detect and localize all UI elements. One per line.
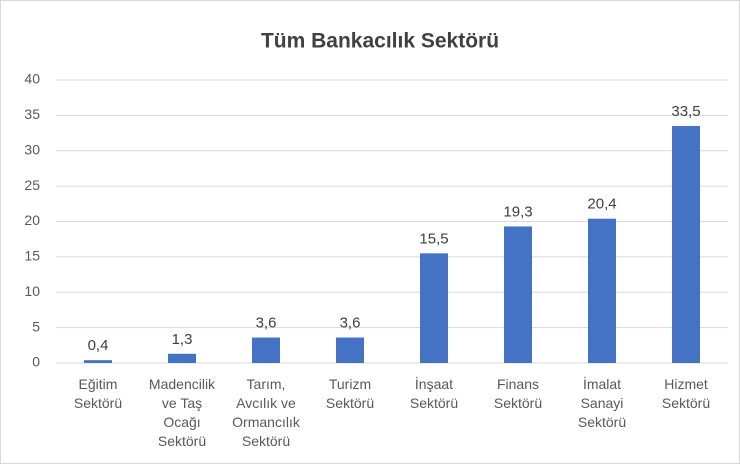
x-tick-label: Madencilik ve Taş Ocağı Sektörü xyxy=(149,376,216,449)
x-tick-label: Eğitim Sektörü xyxy=(74,376,122,411)
x-tick-label: İnşaat Sektörü xyxy=(410,375,458,411)
bar xyxy=(420,253,448,363)
bar xyxy=(252,337,280,363)
y-tick-label: 30 xyxy=(24,141,40,157)
y-tick-label: 40 xyxy=(24,71,40,87)
bar xyxy=(504,226,532,363)
y-tick-label: 10 xyxy=(24,283,40,299)
y-tick-label: 20 xyxy=(24,212,40,228)
y-tick-label: 15 xyxy=(24,248,40,264)
data-label: 3,6 xyxy=(256,314,277,331)
chart-title: Tüm Bankacılık Sektörü xyxy=(261,30,499,53)
data-label: 0,4 xyxy=(88,337,109,354)
data-label: 3,6 xyxy=(340,314,361,331)
data-label: 20,4 xyxy=(587,196,616,213)
bar xyxy=(336,337,364,363)
data-label: 19,3 xyxy=(503,203,532,220)
bar xyxy=(168,353,196,363)
x-tick-label: Finans Sektörü xyxy=(494,376,542,411)
x-tick-label: Hizmet Sektörü xyxy=(662,376,710,411)
x-tick-label: Turizm Sektörü xyxy=(326,376,374,411)
x-tick-label: İmalat Sanayi Sektörü xyxy=(578,375,626,430)
data-label: 33,5 xyxy=(671,103,700,120)
x-tick-label: Tarım, Avcılık ve Ormancılık Sektörü xyxy=(232,376,301,449)
data-label: 1,3 xyxy=(172,331,193,348)
y-tick-label: 0 xyxy=(32,354,40,370)
y-tick-label: 25 xyxy=(24,177,40,193)
y-tick-label: 5 xyxy=(32,318,40,334)
data-label: 15,5 xyxy=(419,230,448,247)
bar xyxy=(588,218,616,363)
bar xyxy=(84,360,112,363)
bar xyxy=(672,125,700,363)
y-tick-label: 35 xyxy=(24,106,40,122)
